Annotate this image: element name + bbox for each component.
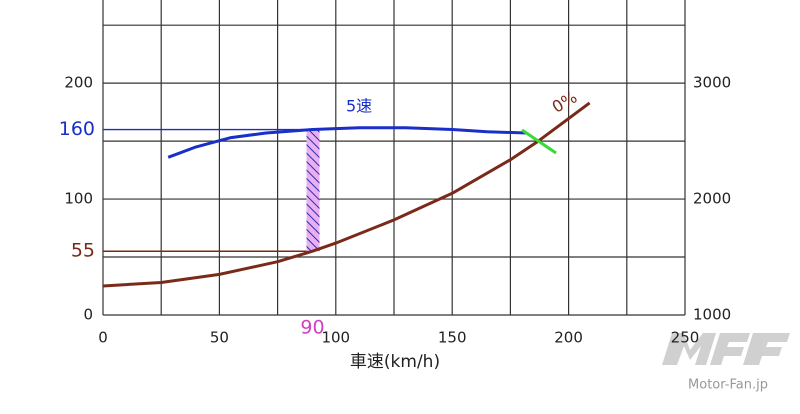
x-axis-title: 車速(km/h) <box>350 352 440 372</box>
highlight-band <box>306 129 320 252</box>
series-label: 5速 <box>346 96 372 115</box>
x-tick-label: 100 <box>321 329 350 347</box>
watermark: Motor-Fan.jp <box>688 378 768 393</box>
series-line <box>167 126 527 159</box>
y-tick-label: 200 <box>64 74 93 92</box>
y2-tick-label: 2000 <box>693 190 731 208</box>
reference-label: 55 <box>71 240 95 262</box>
series-line <box>102 101 591 288</box>
y2-tick-label: 1000 <box>693 306 731 324</box>
y-tick-label: 0 <box>83 306 93 324</box>
intersection-mark <box>521 128 557 155</box>
x-tick-label: 50 <box>210 329 229 347</box>
watermark-logo <box>662 333 790 365</box>
x-tick-label: 200 <box>554 329 583 347</box>
reference-label: 160 <box>59 118 95 140</box>
x-tick-label: 150 <box>438 329 467 347</box>
x-tick-label: 250 <box>671 329 700 347</box>
speed-marker-label: 90 <box>300 317 324 339</box>
y2-tick-label: 3000 <box>693 74 731 92</box>
x-tick-label: 0 <box>98 329 108 347</box>
y-tick-label: 100 <box>64 190 93 208</box>
